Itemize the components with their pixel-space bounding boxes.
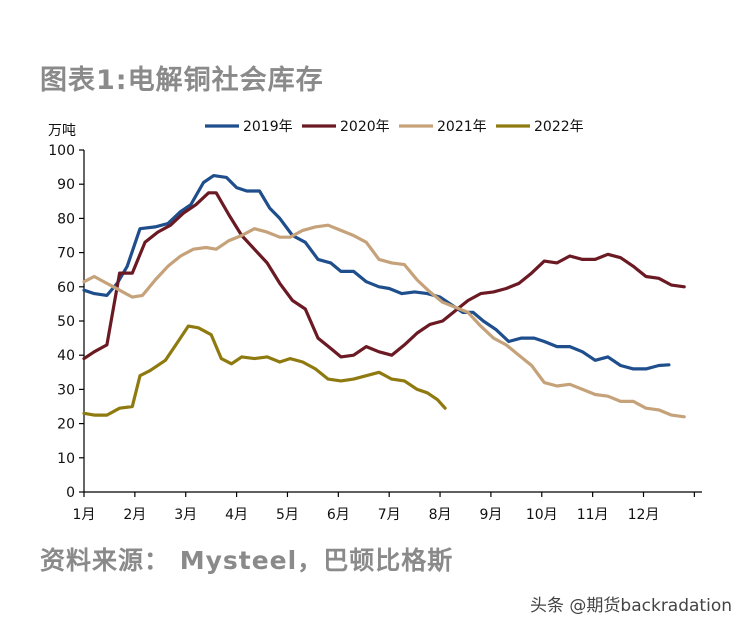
legend-label: 2019年 (243, 119, 293, 135)
series-line-4 (82, 324, 447, 417)
series-lines (82, 174, 686, 419)
series-line-1 (82, 174, 671, 371)
y-tick-label: 10 (57, 451, 75, 467)
x-tick-label: 8月 (429, 507, 452, 523)
y-tick-label: 50 (57, 314, 75, 330)
legend-label: 2022年 (534, 119, 584, 135)
x-tick-label: 3月 (174, 507, 197, 523)
y-tick-label: 60 (57, 280, 75, 296)
watermark: 头条 @期货backradation (530, 596, 732, 616)
legend-label: 2021年 (437, 119, 487, 135)
y-tick-label: 100 (48, 143, 75, 159)
x-tick-label: 4月 (225, 507, 248, 523)
legend-label: 2020年 (340, 119, 390, 135)
y-axis-ticks: 0 10 20 30 40 50 60 70 80 90 100 (48, 143, 84, 501)
x-tick-label: 9月 (479, 507, 502, 523)
y-tick-label: 30 (57, 382, 75, 398)
x-tick-label: 6月 (327, 507, 350, 523)
x-tick-label: 1月 (73, 507, 96, 523)
series-line-3 (82, 223, 686, 419)
figure-title: 图表1:电解铜社会库存 (40, 65, 324, 96)
series-line-2 (82, 191, 686, 361)
y-tick-label: 80 (57, 211, 75, 227)
x-tick-label: 5月 (276, 507, 299, 523)
legend: 2019年 2020年 2021年 2022年 (205, 119, 584, 135)
x-axis-ticks: 1月 2月 3月 4月 5月 6月 7月 8月 9月 10月 11月 12月 (73, 492, 695, 523)
y-tick-label: 40 (57, 348, 75, 364)
y-tick-label: 70 (57, 246, 75, 262)
x-tick-label: 2月 (123, 507, 146, 523)
x-tick-label: 10月 (526, 507, 558, 523)
x-tick-label: 7月 (378, 507, 401, 523)
y-unit-label: 万吨 (48, 123, 76, 139)
y-tick-label: 90 (57, 177, 75, 193)
y-tick-label: 0 (66, 485, 75, 501)
source-note: 资料来源： Mysteel，巴顿比格斯 (40, 546, 454, 575)
y-tick-label: 20 (57, 417, 75, 433)
x-tick-label: 11月 (577, 507, 609, 523)
x-tick-label: 12月 (628, 507, 660, 523)
